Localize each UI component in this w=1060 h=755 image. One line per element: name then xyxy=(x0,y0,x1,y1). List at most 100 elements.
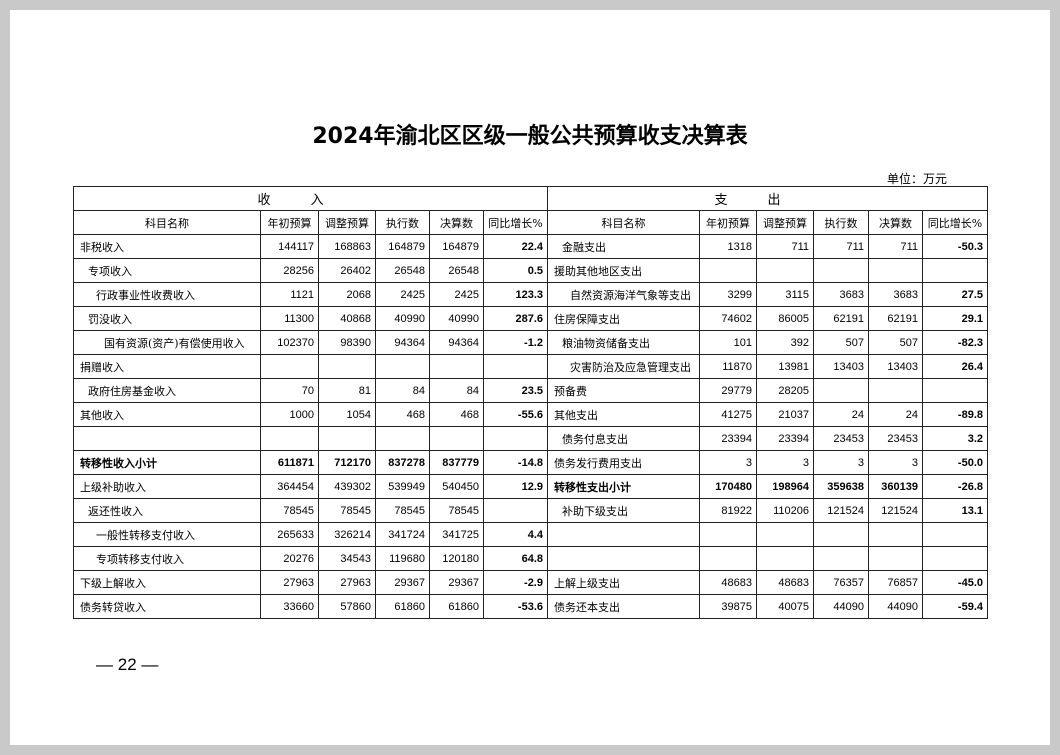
cell: 164879 xyxy=(429,234,484,259)
cell: 170480 xyxy=(699,474,757,499)
cell: 26548 xyxy=(375,258,430,283)
table: 收入 支出 科目名称 年初预算 调整预算 执行数 决算数 同比增长% 科目名称 年初预算 调整预算执… xyxy=(73,186,988,619)
cell: 13.1 xyxy=(922,498,988,523)
group-header: 支出 xyxy=(547,186,988,211)
cell: 360139 xyxy=(868,474,923,499)
item-name: 政府住房基金收入 xyxy=(73,378,261,403)
cell xyxy=(813,378,869,403)
item-name: 预备费 xyxy=(547,378,700,403)
table-row: 下级上解收入 27963 27963 29367 29367 -2.9 上解上级支出 4868… xyxy=(73,570,988,595)
cell: 123.3 xyxy=(483,282,548,307)
cell xyxy=(868,522,923,547)
item-name xyxy=(73,426,261,451)
cell xyxy=(483,498,548,523)
cell xyxy=(375,426,430,451)
cell: 507 xyxy=(868,330,923,355)
cell xyxy=(699,258,757,283)
cell: 78545 xyxy=(318,498,376,523)
item-name: 专项收入 xyxy=(73,258,261,283)
cell: 2068 xyxy=(318,282,376,307)
cell: -26.8 xyxy=(922,474,988,499)
item-name: 一般性转移支付收入 xyxy=(73,522,261,547)
cell xyxy=(318,354,376,379)
column-header: 执行数 xyxy=(375,210,430,235)
cell: 711 xyxy=(813,234,869,259)
column-header: 调整预算 xyxy=(318,210,376,235)
cell: 81922 xyxy=(699,498,757,523)
table-row: 其他收入 1000 1054 468 468 -55.6 其他支出 41275 21037 24 2… xyxy=(73,402,988,427)
cell: 33660 xyxy=(260,594,319,619)
item-name: 国有资源(资产)有偿使用收入 xyxy=(73,330,261,355)
cell: 84 xyxy=(429,378,484,403)
cell xyxy=(260,426,319,451)
cell: 265633 xyxy=(260,522,319,547)
cell: 121524 xyxy=(868,498,923,523)
cell: 94364 xyxy=(375,330,430,355)
cell: 4.4 xyxy=(483,522,548,547)
item-name: 上级补助收入 xyxy=(73,474,261,499)
cell: 12.9 xyxy=(483,474,548,499)
cell xyxy=(260,354,319,379)
column-header: 调整预算 xyxy=(756,210,814,235)
cell: 86005 xyxy=(756,306,814,331)
cell: 341725 xyxy=(429,522,484,547)
cell: 540450 xyxy=(429,474,484,499)
table-row: 政府住房基金收入 70 81 84 84 23.5 预备费 29779 28205 xyxy=(73,378,988,403)
item-name xyxy=(547,522,700,547)
cell: 78545 xyxy=(260,498,319,523)
cell: 28256 xyxy=(260,258,319,283)
cell: 23394 xyxy=(756,426,814,451)
item-name: 转移性收入小计 xyxy=(73,450,261,475)
cell xyxy=(318,426,376,451)
cell: 1000 xyxy=(260,402,319,427)
cell: 837779 xyxy=(429,450,484,475)
cell: 39875 xyxy=(699,594,757,619)
item-name: 补助下级支出 xyxy=(547,498,700,523)
cell xyxy=(868,378,923,403)
item-name: 行政事业性收费收入 xyxy=(73,282,261,307)
cell: -50.3 xyxy=(922,234,988,259)
item-name: 住房保障支出 xyxy=(547,306,700,331)
item-name: 自然资源海洋气象等支出 xyxy=(547,282,700,307)
table-row: 国有资源(资产)有偿使用收入 102370 98390 94364 94364 -1.2 粮… xyxy=(73,330,988,355)
cell: 40075 xyxy=(756,594,814,619)
cell: 3115 xyxy=(756,282,814,307)
cell: 3 xyxy=(699,450,757,475)
cell xyxy=(429,426,484,451)
cell: 198964 xyxy=(756,474,814,499)
item-name: 罚没收入 xyxy=(73,306,261,331)
cell: 23.5 xyxy=(483,378,548,403)
cell xyxy=(429,354,484,379)
column-header: 科目名称 xyxy=(73,210,261,235)
item-name: 其他收入 xyxy=(73,402,261,427)
cell: 41275 xyxy=(699,402,757,427)
cell: 26548 xyxy=(429,258,484,283)
cell: -50.0 xyxy=(922,450,988,475)
cell: 287.6 xyxy=(483,306,548,331)
cell: 24 xyxy=(813,402,869,427)
cell: 48683 xyxy=(756,570,814,595)
cell: 11300 xyxy=(260,306,319,331)
cell: 13403 xyxy=(813,354,869,379)
cell: -55.6 xyxy=(483,402,548,427)
cell: 110206 xyxy=(756,498,814,523)
cell: 44090 xyxy=(868,594,923,619)
table-row: 转移性收入小计 611871 712170 837278 837779 -14.8 债务发行… xyxy=(73,450,988,475)
column-header: 决算数 xyxy=(429,210,484,235)
cell xyxy=(922,522,988,547)
cell: 40990 xyxy=(375,306,430,331)
cell: 3 xyxy=(756,450,814,475)
cell: 712170 xyxy=(318,450,376,475)
cell: 3683 xyxy=(813,282,869,307)
cell: 120180 xyxy=(429,546,484,571)
column-header: 年初预算 xyxy=(699,210,757,235)
cell: 507 xyxy=(813,330,869,355)
cell: -59.4 xyxy=(922,594,988,619)
cell: -45.0 xyxy=(922,570,988,595)
cell: 26402 xyxy=(318,258,376,283)
item-name: 粮油物资储备支出 xyxy=(547,330,700,355)
cell xyxy=(699,522,757,547)
page: 2024年渝北区区级一般公共预算收支决算表 单位：万元 收入 支出 科目名称 年初预算… xyxy=(10,10,1050,745)
cell: 468 xyxy=(375,402,430,427)
cell: 13403 xyxy=(868,354,923,379)
